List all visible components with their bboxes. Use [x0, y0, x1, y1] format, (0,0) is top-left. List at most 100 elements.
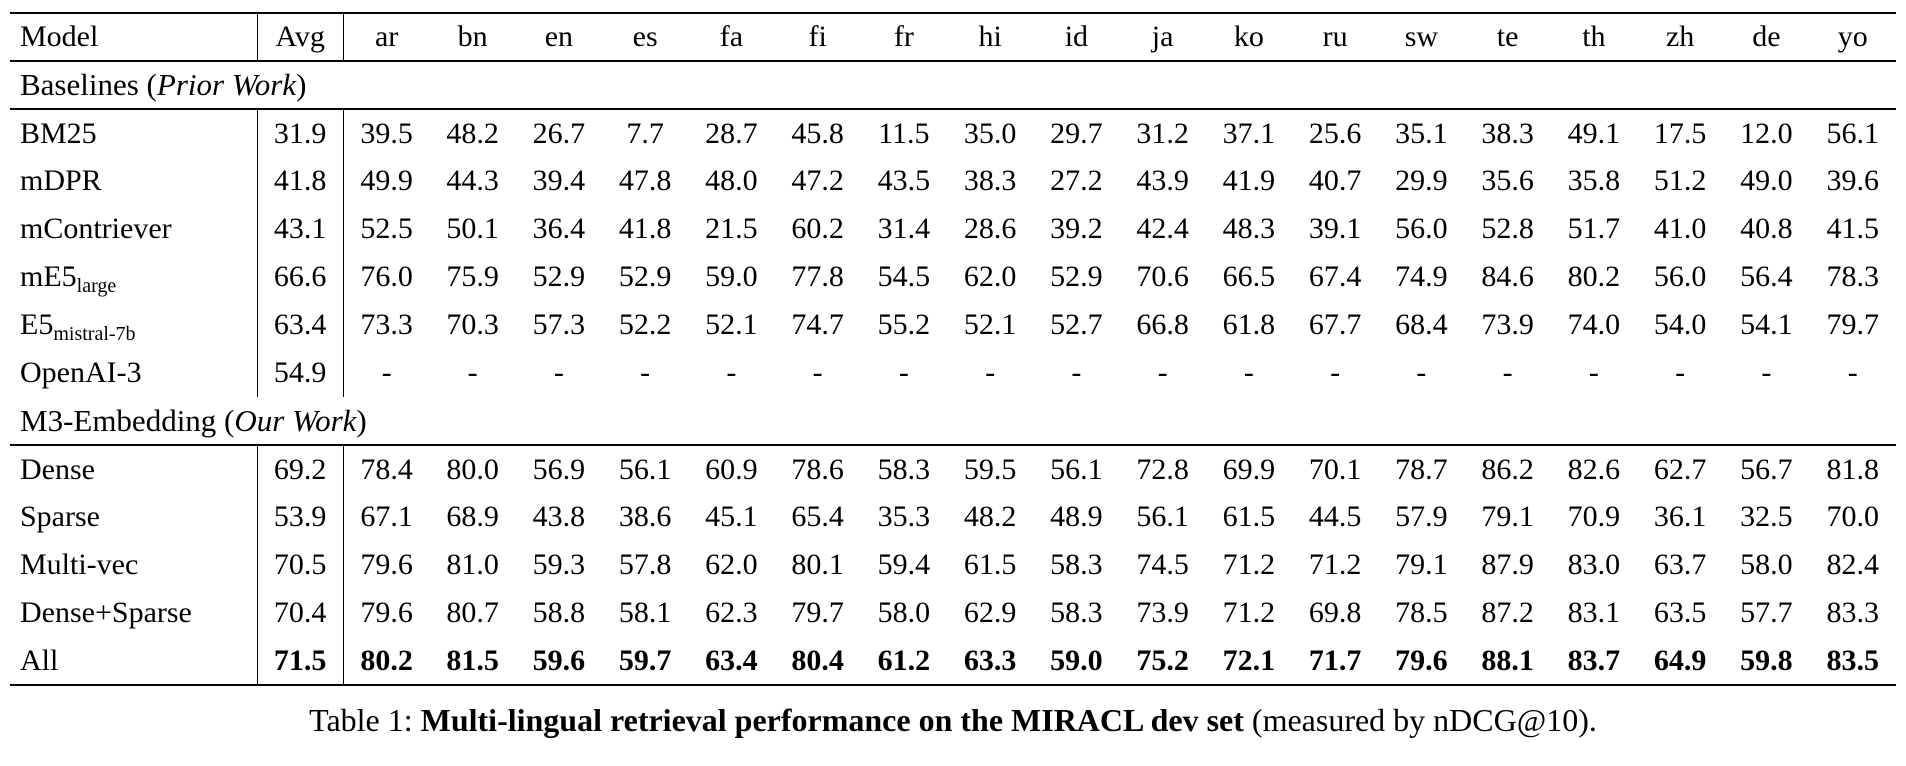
value-cell-fi: 78.6: [791, 452, 844, 486]
value-cell-bn: 75.9: [446, 260, 499, 293]
value-cell-fa: 28.7: [705, 116, 758, 150]
col-header-lang-zh: zh: [1665, 20, 1695, 53]
value-cell-sw: 68.4: [1395, 308, 1448, 341]
value-cell-ja: 43.9: [1136, 164, 1189, 197]
value-cell-id: 48.9: [1050, 500, 1103, 533]
value-cell-ko: 71.2: [1222, 596, 1276, 629]
value-cell-zh: 36.1: [1653, 500, 1707, 533]
value-cell-hi: 28.6: [963, 212, 1017, 245]
value-cell-fa: 45.1: [705, 500, 758, 533]
value-cell-te: -: [1502, 356, 1513, 389]
value-cell-yo: 70.0: [1826, 500, 1880, 533]
value-cell-fi: 77.8: [791, 260, 844, 293]
value-cell-bn: 81.0: [446, 548, 499, 581]
model-name-cell: All: [10, 637, 258, 685]
value-cell-ko: -: [1243, 356, 1254, 389]
value-cell-fr: -: [898, 356, 909, 389]
value-cell-fr: 54.5: [877, 260, 931, 293]
avg-value-cell: 69.2: [257, 445, 344, 493]
value-cell-de: 40.8: [1740, 212, 1793, 245]
value-cell-fa: 60.9: [705, 452, 758, 486]
value-cell-hi: 62.0: [963, 260, 1017, 293]
value-cell-bn: 80.7: [446, 596, 499, 629]
avg-value-cell: 71.5: [257, 637, 344, 685]
model-name-subscript: mistral-7b: [53, 323, 136, 345]
value-cell-th: 83.0: [1567, 548, 1621, 581]
value-cell-ja: 75.2: [1136, 643, 1189, 677]
value-cell-yo: 41.5: [1826, 212, 1880, 245]
value-cell-es: 41.8: [618, 212, 672, 245]
value-cell-hi: 52.1: [963, 308, 1017, 341]
value-cell-es: 47.8: [618, 164, 672, 197]
col-header-lang-ja: ja: [1151, 20, 1174, 53]
value-cell-yo: 82.4: [1826, 548, 1880, 581]
value-cell-ko: 71.2: [1222, 548, 1276, 581]
value-cell-ko: 66.5: [1222, 260, 1276, 293]
value-cell-sw: 57.9: [1395, 500, 1448, 533]
value-cell-ko: 69.9: [1222, 452, 1276, 486]
value-cell-fi: 79.7: [791, 596, 844, 629]
value-cell-fr: 11.5: [878, 116, 930, 150]
results-table: Model Avg ar bn en es fa fi fr hi id ja ko ru sw te th zh…: [10, 12, 1896, 686]
paper-table-figure: Model Avg ar bn en es fa fi fr hi id ja ko ru sw te th zh…: [10, 12, 1896, 738]
value-cell-ko: 61.5: [1222, 500, 1276, 533]
value-cell-te: 87.2: [1481, 596, 1534, 629]
model-name-cell: mContriever: [10, 205, 258, 253]
model-name-cell: Dense: [10, 445, 258, 493]
model-name-cell: mE5large: [10, 253, 258, 301]
avg-value-cell: 66.6: [257, 253, 344, 301]
value-cell-hi: 38.3: [963, 164, 1017, 197]
value-cell-de: 54.1: [1740, 308, 1793, 341]
value-cell-fa: 59.0: [705, 260, 758, 293]
value-cell-sw: 78.5: [1395, 596, 1448, 629]
table-head: Model Avg ar bn en es fa fi fr hi id ja ko ru sw te th zh…: [10, 13, 1896, 61]
value-cell-ru: 44.5: [1308, 500, 1362, 533]
value-cell-fr: 55.2: [877, 308, 931, 341]
value-cell-de: 57.7: [1740, 596, 1793, 629]
value-cell-ar: 67.1: [360, 500, 413, 533]
value-cell-ar: 79.6: [360, 548, 413, 581]
avg-value-cell: 41.8: [257, 157, 344, 205]
table-row: Sparse 53.9 67.1 68.9 43.8 38.6 45.1 65.4 35.3 48…: [10, 493, 1896, 541]
value-cell-zh: -: [1675, 356, 1686, 389]
avg-value-cell: 53.9: [257, 493, 344, 541]
table-row: OpenAI-3 54.9 - - - - - - - - - - - - - - - - - -: [10, 349, 1896, 397]
section-title: Baselines (Prior Work): [20, 67, 307, 102]
table-row: E5mistral-7b 63.4 73.3 70.3 57.3 52.2 52.1 74.7…: [10, 301, 1896, 349]
value-cell-te: 86.2: [1481, 452, 1534, 486]
value-cell-de: 56.4: [1740, 260, 1793, 293]
caption-suffix: (measured by nDCG@10).: [1243, 702, 1597, 738]
value-cell-fa: 48.0: [705, 164, 758, 197]
value-cell-sw: 78.7: [1395, 452, 1448, 486]
model-name-subscript: large: [76, 275, 117, 297]
model-name-cell: OpenAI-3: [10, 349, 258, 397]
model-name-cell: BM25: [10, 109, 258, 157]
value-cell-es: 56.1: [618, 452, 672, 486]
value-cell-de: -: [1761, 356, 1772, 389]
value-cell-ru: 40.7: [1308, 164, 1362, 197]
avg-value-cell: 43.1: [257, 205, 344, 253]
value-cell-ko: 72.1: [1222, 643, 1276, 677]
value-cell-te: 35.6: [1481, 164, 1534, 197]
value-cell-hi: 59.5: [963, 452, 1017, 486]
value-cell-ja: 73.9: [1136, 596, 1189, 629]
value-cell-fi: 60.2: [791, 212, 844, 245]
value-cell-es: 7.7: [626, 116, 664, 150]
value-cell-zh: 51.2: [1653, 164, 1707, 197]
col-header-lang-yo: yo: [1837, 20, 1868, 53]
value-cell-hi: -: [985, 356, 996, 389]
value-cell-yo: 56.1: [1826, 116, 1880, 150]
value-cell-id: 58.3: [1050, 596, 1103, 629]
table-row: Dense+Sparse 70.4 79.6 80.7 58.8 58.1 62.3 79.7…: [10, 589, 1896, 637]
value-cell-sw: 56.0: [1395, 212, 1448, 245]
value-cell-ar: 52.5: [360, 212, 413, 245]
caption-bold-text: Multi-lingual retrieval performance on t…: [420, 702, 1244, 738]
value-cell-es: 38.6: [618, 500, 672, 533]
col-header-lang-ko: ko: [1233, 20, 1264, 53]
value-cell-fa: 21.5: [705, 212, 758, 245]
value-cell-yo: 79.7: [1826, 308, 1880, 341]
value-cell-te: 79.1: [1481, 500, 1534, 533]
value-cell-ru: 67.7: [1308, 308, 1362, 341]
value-cell-ja: 42.4: [1136, 212, 1189, 245]
table-row: Multi-vec 70.5 79.6 81.0 59.3 57.8 62.0 80.1 59.…: [10, 541, 1896, 589]
